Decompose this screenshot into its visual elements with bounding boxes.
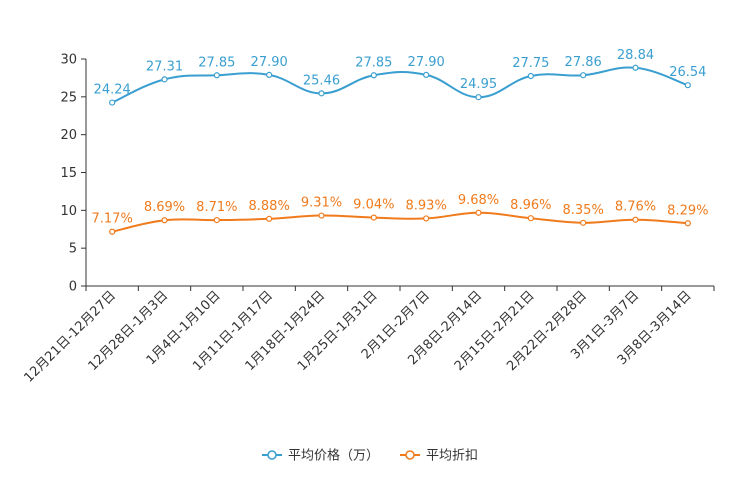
data-label: 27.31 xyxy=(146,59,183,74)
y-tick-label: 20 xyxy=(60,128,77,143)
data-label: 25.46 xyxy=(303,73,340,88)
data-label: 8.76% xyxy=(615,200,656,215)
data-point[interactable] xyxy=(109,99,116,106)
data-point[interactable] xyxy=(423,215,430,222)
data-label: 27.85 xyxy=(355,55,392,70)
data-point[interactable] xyxy=(318,212,325,219)
data-point[interactable] xyxy=(632,216,639,223)
y-tick-label: 30 xyxy=(60,53,77,68)
data-point[interactable] xyxy=(370,214,377,221)
data-label: 9.68% xyxy=(458,193,499,208)
data-label: 28.84 xyxy=(617,48,654,63)
data-label: 7.17% xyxy=(92,212,133,227)
data-label: 27.90 xyxy=(408,55,445,70)
data-point[interactable] xyxy=(266,215,273,222)
y-tick-label: 10 xyxy=(60,204,77,219)
y-tick-label: 15 xyxy=(60,166,77,181)
data-point[interactable] xyxy=(423,71,430,78)
data-point[interactable] xyxy=(213,216,220,224)
data-label: 8.35% xyxy=(563,203,604,218)
data-label: 27.86 xyxy=(565,55,602,70)
data-label: 8.93% xyxy=(406,198,447,213)
data-point[interactable] xyxy=(475,94,482,101)
data-label: 8.71% xyxy=(196,200,237,215)
series-layer: 24.24 27.31 27.85 27.90 25.46 27.85 27.90 24.95… xyxy=(92,48,708,235)
data-label: 8.29% xyxy=(667,203,708,218)
data-label: 27.85 xyxy=(198,55,235,70)
data-label: 8.96% xyxy=(510,198,551,213)
legend-label: 平均折扣 xyxy=(426,449,478,464)
data-label: 24.95 xyxy=(460,77,497,92)
data-point[interactable] xyxy=(266,71,273,78)
data-point[interactable] xyxy=(161,76,168,83)
data-label: 24.24 xyxy=(94,83,131,98)
legend-item-0[interactable]: 平均价格（万） xyxy=(262,448,379,464)
data-point[interactable] xyxy=(632,64,639,71)
data-label: 8.88% xyxy=(249,199,290,214)
data-point[interactable] xyxy=(684,220,691,227)
data-point[interactable] xyxy=(213,72,220,79)
series-line-0 xyxy=(111,66,689,104)
y-tick-label: 25 xyxy=(60,90,77,105)
legend-marker-icon xyxy=(267,450,277,460)
series-line-1 xyxy=(111,211,688,233)
data-point[interactable] xyxy=(527,215,534,222)
data-point[interactable] xyxy=(527,72,534,80)
data-label: 8.69% xyxy=(144,200,185,215)
data-point[interactable] xyxy=(161,217,168,224)
data-point[interactable] xyxy=(109,228,116,235)
data-point[interactable] xyxy=(580,219,587,226)
legend-marker-icon xyxy=(405,450,415,460)
data-label: 27.75 xyxy=(512,56,549,71)
data-point[interactable] xyxy=(684,82,691,89)
data-label: 27.90 xyxy=(251,55,288,70)
series-0: 24.24 27.31 27.85 27.90 25.46 27.85 27.90 24.95… xyxy=(94,48,706,106)
data-label: 9.31% xyxy=(301,196,342,211)
legend-label: 平均价格（万） xyxy=(288,448,379,464)
data-label: 26.54 xyxy=(669,65,706,80)
data-label: 9.04% xyxy=(353,198,394,213)
legend-item-1[interactable]: 平均折扣 xyxy=(400,449,478,464)
y-tick-label: 0 xyxy=(69,280,77,295)
y-tick-label: 5 xyxy=(69,242,77,257)
data-point[interactable] xyxy=(475,209,482,216)
data-point[interactable] xyxy=(370,72,377,79)
data-point[interactable] xyxy=(318,90,325,97)
x-tick-label: 12月21日-12月27日 xyxy=(22,288,119,385)
series-1: 7.17% 8.69% 8.71% 8.88% 9.31% 9.04% 8.93% 9.68%… xyxy=(92,193,708,235)
legend: 平均价格（万） 平均折扣 xyxy=(262,448,478,464)
data-point[interactable] xyxy=(580,72,587,79)
